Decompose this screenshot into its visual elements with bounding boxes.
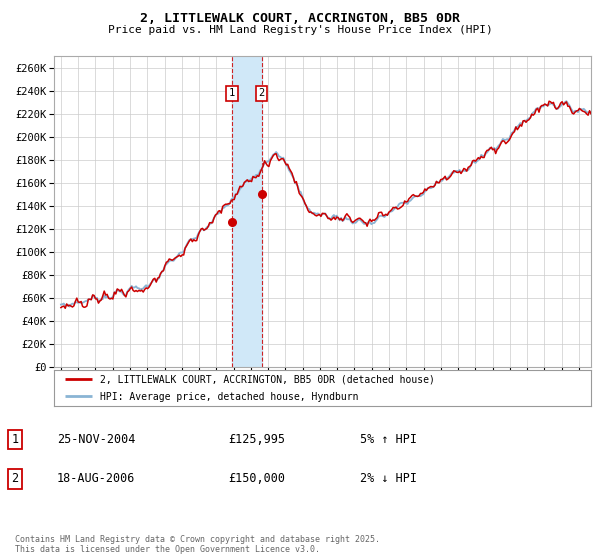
Text: 2: 2	[259, 88, 265, 99]
Text: 2, LITTLEWALK COURT, ACCRINGTON, BB5 0DR: 2, LITTLEWALK COURT, ACCRINGTON, BB5 0DR	[140, 12, 460, 25]
Text: HPI: Average price, detached house, Hyndburn: HPI: Average price, detached house, Hynd…	[100, 391, 358, 402]
Text: 1: 1	[229, 88, 235, 99]
Text: £150,000: £150,000	[228, 472, 285, 486]
Bar	[232, 56, 262, 367]
Text: 2: 2	[11, 472, 19, 486]
Text: Price paid vs. HM Land Registry's House Price Index (HPI): Price paid vs. HM Land Registry's House …	[107, 25, 493, 35]
Text: 5% ↑ HPI: 5% ↑ HPI	[360, 433, 417, 446]
Text: 1: 1	[11, 433, 19, 446]
Text: 2% ↓ HPI: 2% ↓ HPI	[360, 472, 417, 486]
Text: 25-NOV-2004: 25-NOV-2004	[57, 433, 136, 446]
Text: Contains HM Land Registry data © Crown copyright and database right 2025.
This d: Contains HM Land Registry data © Crown c…	[15, 535, 380, 554]
Text: 2, LITTLEWALK COURT, ACCRINGTON, BB5 0DR (detached house): 2, LITTLEWALK COURT, ACCRINGTON, BB5 0DR…	[100, 375, 434, 385]
Text: 18-AUG-2006: 18-AUG-2006	[57, 472, 136, 486]
Text: £125,995: £125,995	[228, 433, 285, 446]
